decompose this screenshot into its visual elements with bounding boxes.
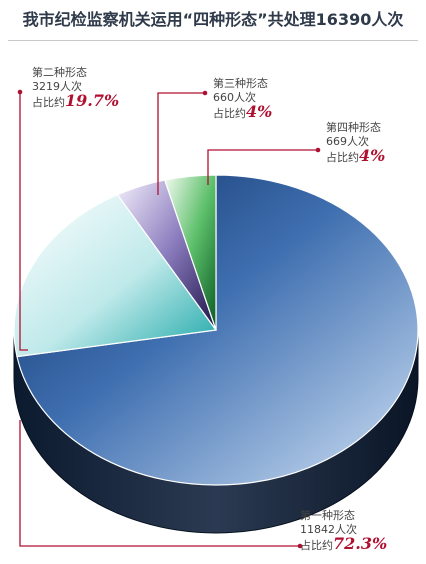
slice-share: 4%	[246, 102, 273, 121]
slice-count: 11842人次	[300, 523, 357, 536]
slice-name: 第四种形态	[326, 121, 381, 134]
slice-label-2: 第二种形态 3219人次 占比约19.7%	[32, 66, 119, 110]
slice-count: 669人次	[326, 135, 369, 148]
slice-label-1: 第一种形态 11842人次 占比约72.3%	[300, 509, 387, 553]
leader-line-1-dot	[297, 543, 303, 549]
share-prefix: 占比约	[213, 107, 246, 120]
share-prefix: 占比约	[300, 539, 333, 552]
share-prefix: 占比约	[32, 96, 65, 109]
chart-title: 我市纪检监察机关运用“四种形态”共处理16390人次	[22, 10, 404, 29]
slice-share: 19.7%	[65, 91, 120, 110]
slice-name: 第三种形态	[213, 77, 268, 90]
slice-share: 72.3%	[333, 534, 388, 553]
slice-count: 660人次	[213, 91, 256, 104]
leader-line-1	[19, 420, 300, 547]
leader-line-2	[19, 92, 28, 351]
pie-slice-1	[16, 174, 419, 486]
share-prefix: 占比约	[326, 151, 359, 164]
slice-name: 第二种形态	[32, 66, 87, 79]
leader-line-2-dot	[17, 89, 23, 95]
slice-count: 3219人次	[32, 80, 82, 93]
pie-slice-4	[163, 174, 217, 331]
title-divider	[8, 40, 418, 41]
leader-line-4-dot	[315, 147, 321, 153]
slice-label-3: 第三种形态 660人次 占比约4%	[213, 77, 272, 121]
pie-slice-2	[13, 193, 218, 358]
leader-line-4	[207, 149, 318, 185]
slice-name: 第一种形态	[300, 509, 355, 522]
leader-line-3-dot	[202, 90, 208, 96]
leader-line-3	[157, 92, 205, 195]
slice-label-4: 第四种形态 669人次 占比约4%	[326, 121, 385, 165]
slice-share: 4%	[359, 146, 386, 165]
